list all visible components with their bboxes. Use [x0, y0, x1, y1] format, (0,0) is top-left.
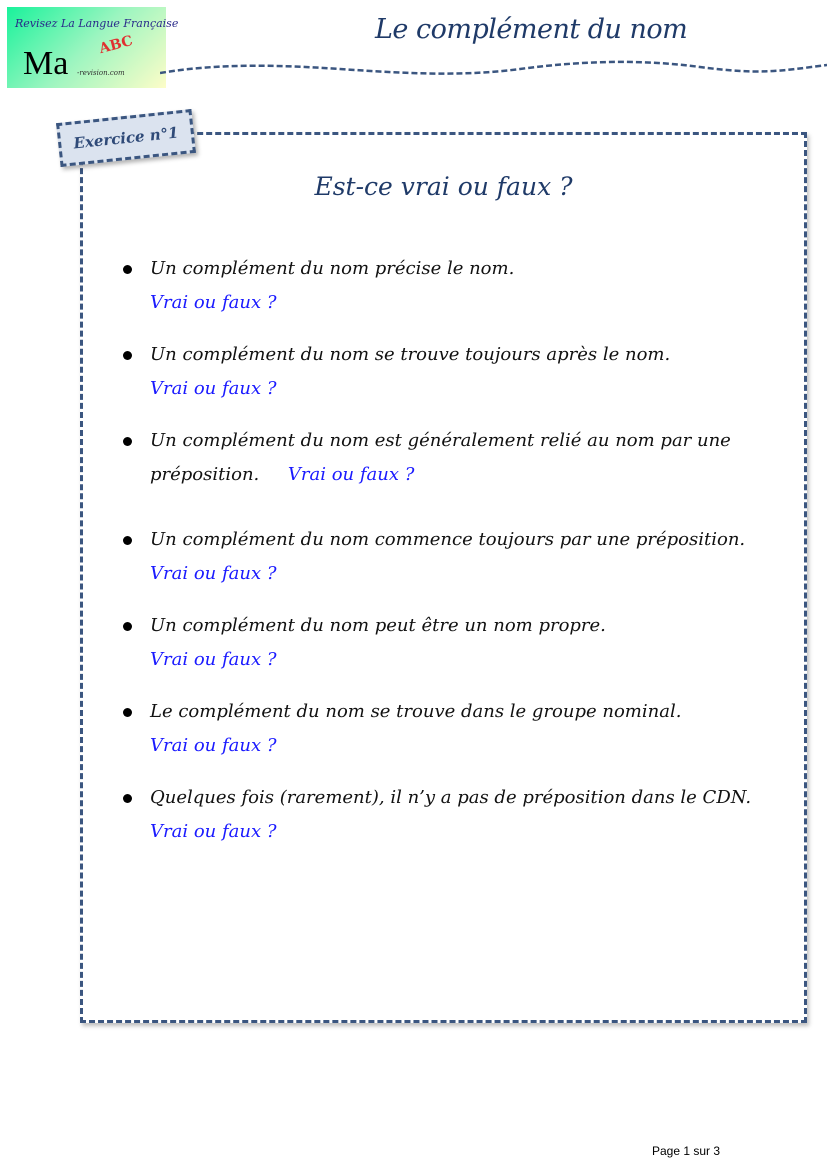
- true-false-prompt: Vrai ou faux ?: [150, 821, 277, 842]
- list-item: Un complément du nom peut être un nom pr…: [123, 609, 606, 677]
- true-false-prompt: Vrai ou faux ?: [150, 378, 277, 399]
- page-title: Le complément du nom: [375, 14, 688, 45]
- item-text-continued: préposition.: [150, 464, 260, 485]
- item-text: Quelques fois (rarement), il n’y a pas d…: [150, 787, 752, 808]
- bullet-icon: [123, 622, 132, 631]
- true-false-prompt: Vrai ou faux ?: [150, 563, 277, 584]
- logo-tagline: Revisez La Langue Française: [15, 17, 179, 30]
- item-text: Un complément du nom se trouve toujours …: [150, 344, 671, 365]
- list-item: Un complément du nom commence toujours p…: [123, 523, 746, 591]
- list-item: Un complément du nom se trouve toujours …: [123, 338, 671, 406]
- item-text: Un complément du nom commence toujours p…: [150, 529, 746, 550]
- list-item: Un complément du nom précise le nom. Vrai…: [123, 252, 515, 320]
- list-item: Quelques fois (rarement), il n’y a pas d…: [123, 781, 752, 849]
- site-logo: Revisez La Langue Française ABC Ma -revi…: [7, 7, 178, 88]
- logo-domain: -revision.com: [77, 69, 125, 77]
- exercise-heading: Est-ce vrai ou faux ?: [314, 172, 573, 201]
- item-text: Un complément du nom est généralement re…: [150, 430, 731, 451]
- true-false-prompt: Vrai ou faux ?: [150, 292, 277, 313]
- logo-abc: ABC: [97, 32, 135, 58]
- item-text: Un complément du nom peut être un nom pr…: [150, 615, 606, 636]
- item-text: Un complément du nom précise le nom.: [150, 258, 515, 279]
- true-false-prompt: Vrai ou faux ?: [150, 649, 277, 670]
- bullet-icon: [123, 265, 132, 274]
- bullet-icon: [123, 351, 132, 360]
- bullet-icon: [123, 708, 132, 717]
- bullet-icon: [123, 536, 132, 545]
- bullet-icon: [123, 437, 132, 446]
- logo-main: Ma: [23, 45, 69, 82]
- list-item: Le complément du nom se trouve dans le g…: [123, 695, 682, 763]
- list-item: Un complément du nom est généralement re…: [123, 424, 731, 492]
- true-false-prompt: Vrai ou faux ?: [287, 464, 415, 485]
- true-false-prompt: Vrai ou faux ?: [150, 735, 277, 756]
- item-text: Le complément du nom se trouve dans le g…: [150, 701, 682, 722]
- bullet-icon: [123, 794, 132, 803]
- header-wave-divider: [160, 60, 827, 75]
- page-number: Page 1 sur 3: [652, 1144, 721, 1158]
- exercise-box: [80, 132, 807, 1023]
